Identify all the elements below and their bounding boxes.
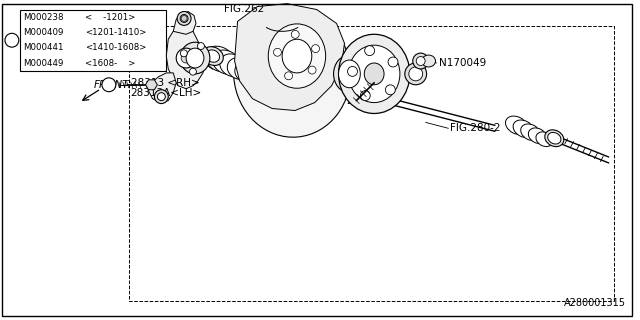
Ellipse shape	[180, 14, 188, 22]
Ellipse shape	[234, 9, 351, 137]
Polygon shape	[166, 26, 206, 89]
Polygon shape	[145, 80, 157, 90]
Polygon shape	[173, 12, 196, 34]
Ellipse shape	[220, 54, 246, 77]
Ellipse shape	[157, 93, 165, 100]
Ellipse shape	[227, 58, 251, 79]
Ellipse shape	[348, 45, 400, 103]
Ellipse shape	[206, 50, 220, 62]
Ellipse shape	[202, 47, 223, 66]
Circle shape	[308, 66, 316, 74]
Circle shape	[273, 48, 282, 56]
Circle shape	[189, 68, 196, 75]
Text: 28313A<LH>: 28313A<LH>	[131, 88, 202, 98]
Circle shape	[102, 78, 116, 92]
Ellipse shape	[181, 53, 191, 63]
Ellipse shape	[243, 65, 262, 84]
Text: FRONT: FRONT	[94, 80, 129, 90]
Ellipse shape	[339, 34, 410, 114]
Text: M000238: M000238	[23, 13, 63, 22]
Text: FIG.262: FIG.262	[225, 4, 264, 14]
Text: 1: 1	[106, 80, 111, 89]
Ellipse shape	[422, 55, 436, 67]
Polygon shape	[235, 4, 344, 110]
Text: M000449: M000449	[23, 59, 63, 68]
Text: N170049: N170049	[438, 58, 486, 68]
Circle shape	[385, 85, 396, 95]
Ellipse shape	[548, 132, 561, 144]
Ellipse shape	[186, 48, 204, 68]
Ellipse shape	[409, 67, 422, 81]
Text: M000409: M000409	[23, 28, 63, 37]
Ellipse shape	[282, 39, 312, 73]
Ellipse shape	[364, 63, 384, 85]
Text: M000441: M000441	[23, 44, 63, 52]
Circle shape	[180, 50, 188, 57]
Ellipse shape	[413, 53, 429, 69]
Circle shape	[365, 46, 374, 56]
Ellipse shape	[536, 132, 553, 147]
Ellipse shape	[521, 124, 540, 140]
Circle shape	[348, 67, 358, 76]
Text: <1608-    >: <1608- >	[85, 59, 136, 68]
Ellipse shape	[154, 90, 168, 104]
Ellipse shape	[235, 61, 256, 82]
Text: <1410-1608>: <1410-1608>	[85, 44, 147, 52]
Circle shape	[312, 45, 319, 52]
Text: A280001315: A280001315	[564, 299, 626, 308]
Ellipse shape	[177, 12, 191, 25]
Circle shape	[181, 15, 187, 21]
Circle shape	[291, 30, 299, 38]
Text: <    -1201>: < -1201>	[85, 13, 136, 22]
Ellipse shape	[333, 55, 365, 93]
Ellipse shape	[528, 128, 547, 144]
Circle shape	[198, 43, 204, 50]
Circle shape	[285, 72, 292, 80]
Bar	[20, 10, 166, 71]
Polygon shape	[148, 73, 176, 103]
Ellipse shape	[180, 42, 210, 74]
Circle shape	[5, 33, 19, 47]
Ellipse shape	[506, 116, 528, 135]
Ellipse shape	[405, 63, 427, 85]
Ellipse shape	[176, 48, 196, 68]
Ellipse shape	[339, 60, 360, 88]
Circle shape	[388, 57, 398, 67]
Circle shape	[360, 91, 371, 100]
Text: 28313 <RH>: 28313 <RH>	[131, 78, 200, 88]
Ellipse shape	[268, 24, 326, 88]
Text: 28365: 28365	[346, 82, 380, 92]
Text: <1201-1410>: <1201-1410>	[85, 28, 147, 37]
Ellipse shape	[212, 50, 240, 74]
Text: 28362: 28362	[346, 96, 380, 106]
Text: FIG.280-2: FIG.280-2	[451, 123, 501, 133]
Ellipse shape	[545, 130, 564, 147]
Ellipse shape	[205, 46, 235, 72]
Ellipse shape	[250, 69, 267, 87]
Ellipse shape	[416, 57, 425, 66]
Ellipse shape	[513, 120, 534, 138]
Text: 1: 1	[9, 36, 15, 45]
